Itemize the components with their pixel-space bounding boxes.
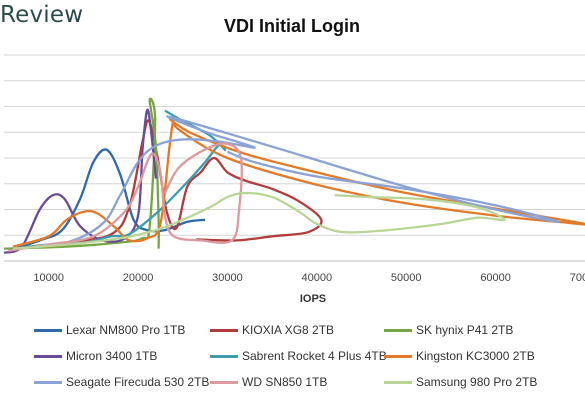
legend-swatch	[210, 328, 238, 332]
chart-title: VDI Initial Login	[224, 16, 360, 36]
x-tick-label: 20000	[123, 272, 154, 284]
series-lines	[3, 97, 585, 254]
series-line-2	[12, 119, 323, 250]
x-tick-labels: 10000 20000 30000 40000 50000 60000 70000	[33, 272, 585, 284]
x-tick-label: 30000	[212, 272, 243, 284]
legend-item: WD SN850 1TB	[210, 374, 327, 390]
legend-label: Kingston KC3000 2TB	[416, 349, 535, 363]
legend-swatch	[210, 380, 238, 384]
legend-item: Lexar NM800 Pro 1TB	[34, 322, 185, 338]
legend-swatch	[384, 380, 412, 384]
legend-label: Micron 3400 1TB	[66, 349, 158, 363]
legend-swatch	[34, 354, 62, 358]
x-axis-label: IOPS	[300, 293, 326, 305]
series-line-7	[12, 115, 560, 250]
gridlines	[4, 54, 585, 262]
x-tick-label: 40000	[302, 272, 333, 284]
legend-item: Seagate Firecuda 530 2TB	[34, 374, 209, 390]
legend-swatch	[384, 328, 412, 332]
legend-label: KIOXIA XG8 2TB	[242, 323, 335, 337]
legend-label: Sabrent Rocket 4 Plus 4TB	[242, 349, 387, 363]
legend-label: Lexar NM800 Pro 1TB	[66, 323, 186, 337]
x-tick-label: 50000	[391, 272, 422, 284]
legend-item: KIOXIA XG8 2TB	[210, 322, 334, 338]
line-chart: VDI Initial Login 10000 20000 30000 40000 50…	[3, 16, 585, 305]
legend-item: Micron 3400 1TB	[34, 348, 157, 364]
series-line-9	[12, 191, 506, 250]
series-line-1	[8, 148, 206, 252]
series-line-8	[8, 142, 243, 252]
legend-label: SK hynix P41 2TB	[416, 323, 514, 337]
legend-swatch	[34, 380, 62, 384]
x-tick-label: 10000	[33, 272, 64, 284]
legend-item: Sabrent Rocket 4 Plus 4TB	[210, 348, 387, 364]
x-tick-label: 60000	[480, 272, 511, 284]
legend-item: SK hynix P41 2TB	[384, 322, 513, 338]
legend-label: WD SN850 1TB	[242, 375, 328, 389]
series-line-3	[3, 97, 160, 250]
legend-label: Seagate Firecuda 530 2TB	[66, 375, 210, 389]
legend-swatch	[384, 354, 412, 358]
brand-logo-text: Review	[0, 2, 84, 28]
legend-swatch	[34, 328, 62, 332]
legend-label: Samsung 980 Pro 2TB	[416, 375, 538, 389]
legend-swatch	[210, 354, 238, 358]
legend-item: Kingston KC3000 2TB	[384, 348, 535, 364]
x-tick-label: 70000	[570, 272, 585, 284]
series-line-6	[12, 117, 585, 248]
legend-item: Samsung 980 Pro 2TB	[384, 374, 537, 390]
